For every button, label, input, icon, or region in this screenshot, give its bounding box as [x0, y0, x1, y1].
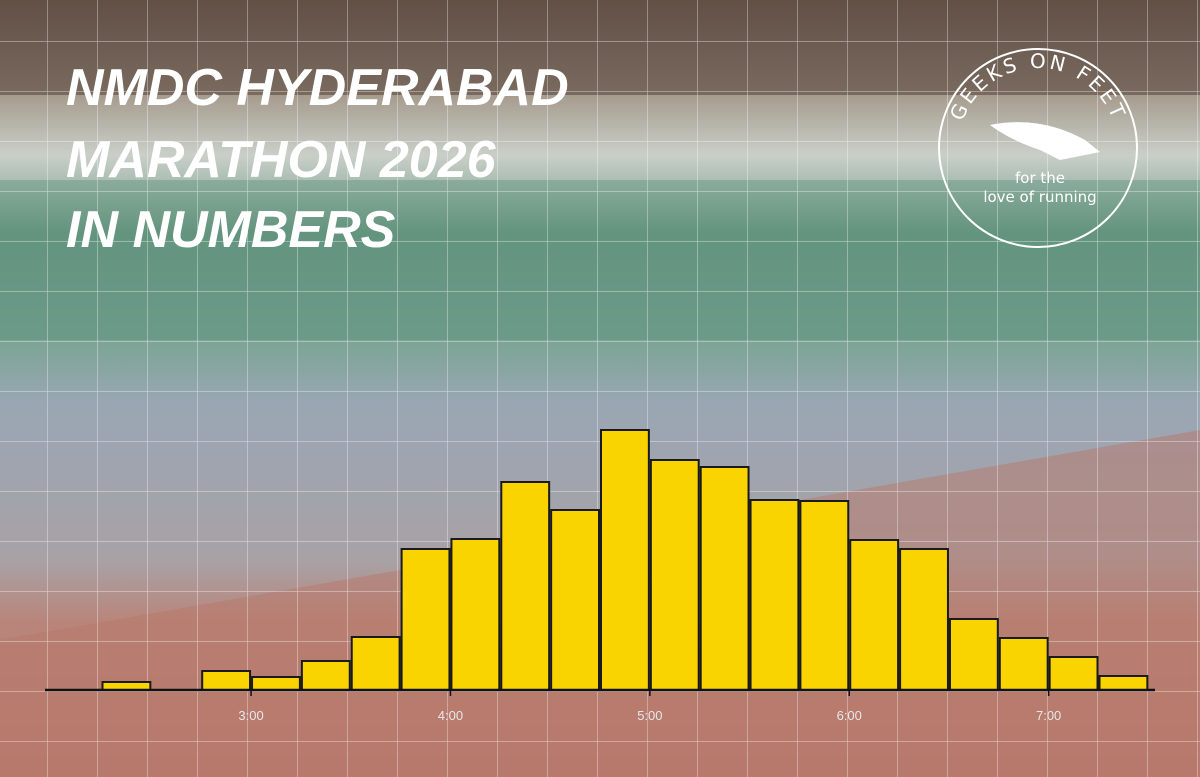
logo-wing	[990, 122, 1100, 160]
logo-line: for the	[1015, 169, 1065, 187]
bar	[998, 637, 1049, 691]
bar	[300, 660, 351, 691]
x-tick-label: 7:00	[1036, 708, 1061, 723]
bar	[948, 618, 999, 691]
bar	[799, 500, 850, 691]
bar	[899, 548, 949, 691]
bar	[699, 466, 750, 691]
title-line: NMDC HYDERABAD	[66, 59, 569, 117]
bar	[649, 459, 700, 691]
bar	[251, 676, 301, 691]
title-line: IN NUMBERS	[66, 201, 396, 259]
bar	[1048, 656, 1099, 691]
bar	[450, 538, 501, 691]
bar	[500, 481, 551, 691]
bar	[350, 636, 401, 691]
x-tick-label: 6:00	[837, 708, 862, 723]
bar	[201, 670, 252, 691]
logo-line: love of running	[983, 188, 1096, 206]
logo-ring	[938, 48, 1138, 248]
x-tick-label: 5:00	[637, 708, 662, 723]
x-tick-label: 3:00	[238, 708, 263, 723]
bar	[1098, 675, 1149, 691]
bar	[550, 509, 601, 691]
x-tick-label: 4:00	[438, 708, 463, 723]
bar	[849, 539, 900, 691]
title-line: MARATHON 2026	[66, 131, 497, 189]
bar	[749, 499, 800, 691]
bar	[400, 548, 451, 691]
bar	[600, 429, 650, 691]
